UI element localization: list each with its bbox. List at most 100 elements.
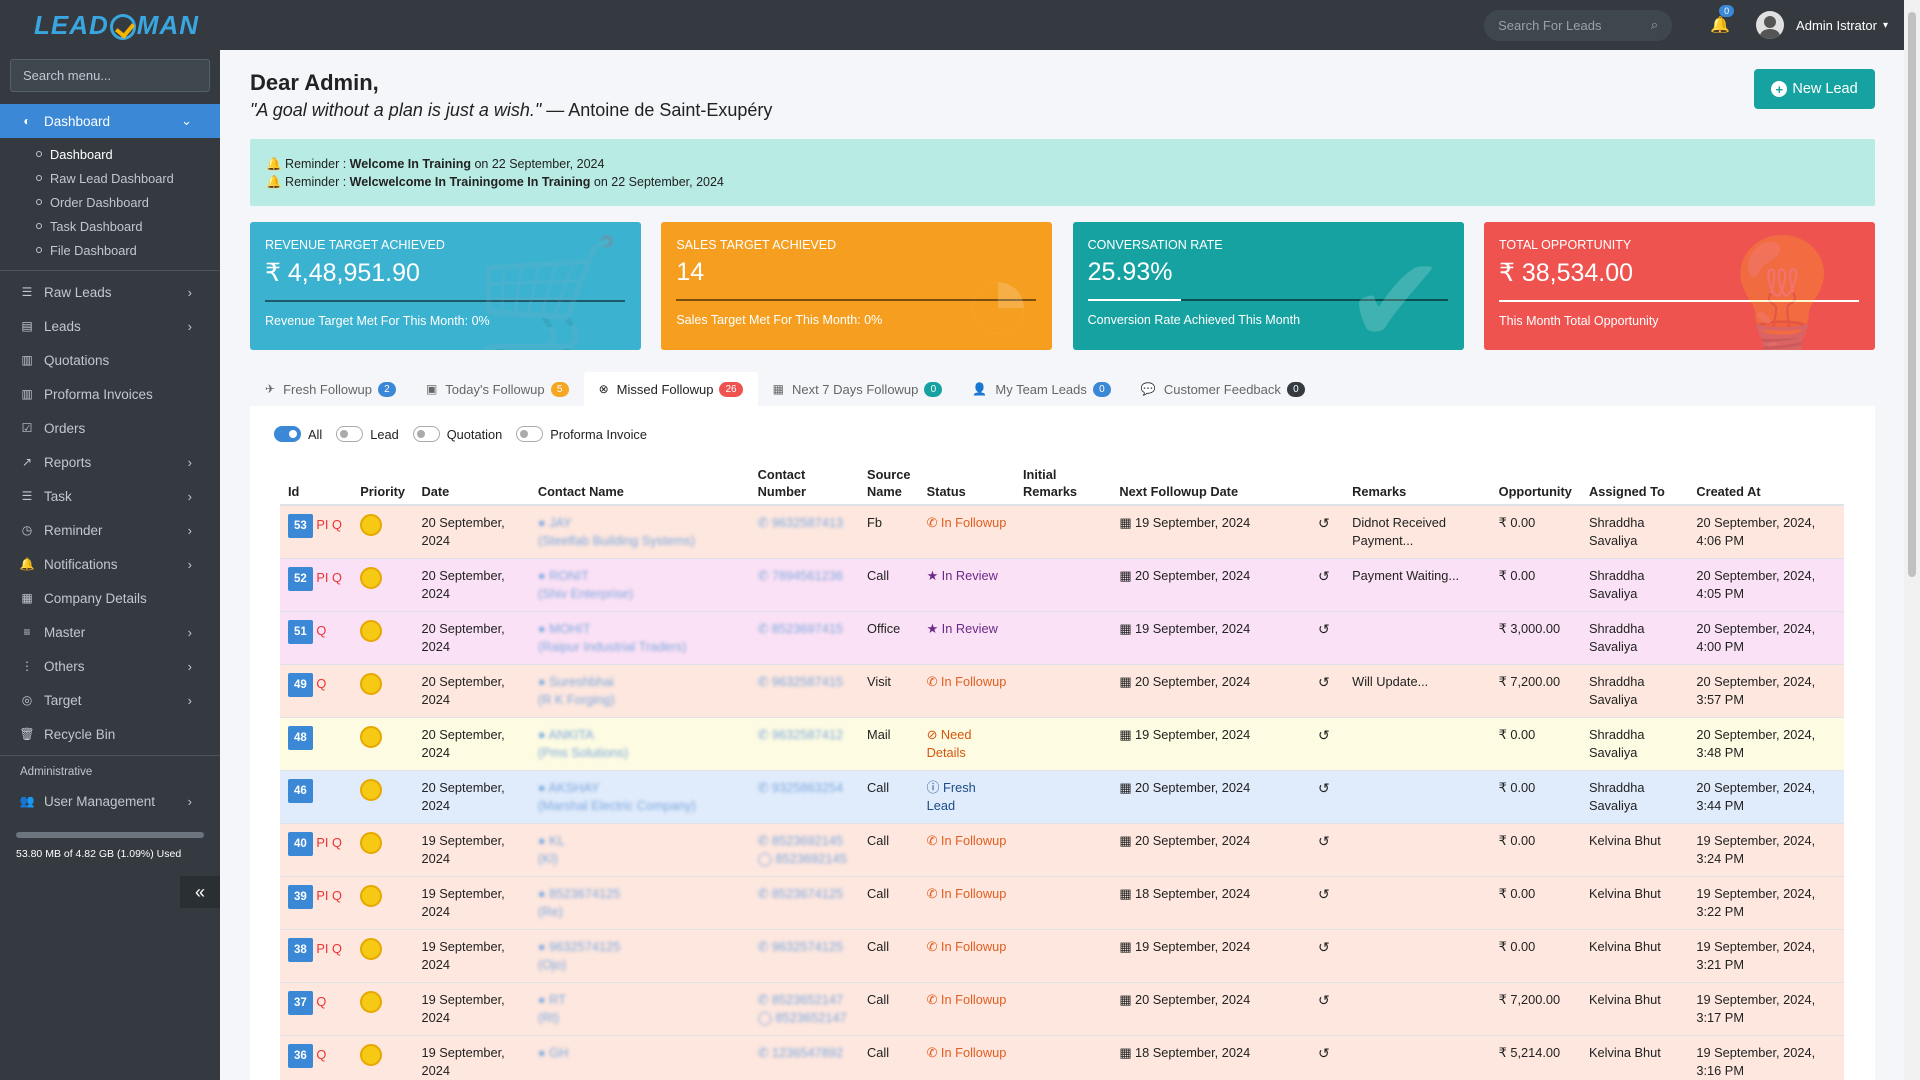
column-header[interactable]: Date — [413, 462, 530, 506]
history-icon[interactable]: ↺ — [1318, 939, 1330, 955]
contact-name[interactable]: ● JAY — [537, 515, 572, 530]
column-header[interactable]: Opportunity — [1490, 462, 1581, 506]
notifications-button[interactable]: 🔔 0 — [1710, 5, 1735, 35]
phone-number[interactable]: ✆ 9325863254 — [757, 780, 844, 795]
sidebar-item-company-details[interactable]: ▦ Company Details — [0, 581, 220, 615]
lead-id-badge[interactable]: 36 — [288, 1044, 313, 1068]
submenu-item[interactable]: Order Dashboard — [36, 190, 220, 214]
column-header[interactable]: Contact Name — [529, 462, 750, 506]
sidebar-item-others[interactable]: ⋮ Others › — [0, 649, 220, 683]
tab-fresh-followup[interactable]: ✈ Fresh Followup 2 — [250, 372, 411, 406]
table-row[interactable]: 51 Q 20 September, 2024 ● MOHIT (Raipur Ind… — [280, 611, 1844, 665]
new-lead-button[interactable]: + New Lead — [1754, 69, 1875, 109]
lead-id-badge[interactable]: 51 — [288, 620, 313, 644]
tab-customer-feedback[interactable]: 💬 Customer Feedback 0 — [1126, 372, 1320, 406]
table-row[interactable]: 49 Q 20 September, 2024 ● Sureshbhai (R K F… — [280, 664, 1844, 718]
history-icon[interactable]: ↺ — [1318, 727, 1330, 743]
contact-name[interactable]: ● 9632574125 — [537, 939, 621, 954]
table-row[interactable]: 39 PI Q 19 September, 2024 ● 8523674125 (Re… — [280, 876, 1844, 930]
app-logo[interactable]: LEAD MAN — [34, 9, 199, 40]
lead-search-input[interactable]: Search For Leads ⌕ — [1484, 9, 1673, 41]
submenu-item[interactable]: Dashboard — [36, 142, 220, 166]
lead-id-badge[interactable]: 49 — [288, 673, 313, 697]
reminder-title[interactable]: Welcome In Training — [349, 157, 471, 171]
column-header[interactable]: Status — [918, 462, 1015, 506]
tab-today-s-followup[interactable]: ▣ Today's Followup 5 — [411, 372, 584, 406]
lead-id-badge[interactable]: 40 — [288, 832, 313, 856]
table-row[interactable]: 46 20 September, 2024 ● AKSHAY (Marshal Ele… — [280, 770, 1844, 824]
table-row[interactable]: 52 PI Q 20 September, 2024 ● RONIT (Shiv En… — [280, 558, 1844, 612]
sidebar-item-reports[interactable]: ↗ Reports › — [0, 445, 220, 479]
contact-name[interactable]: ● MOHIT — [537, 621, 591, 636]
lead-id-badge[interactable]: 37 — [288, 991, 313, 1015]
lead-id-badge[interactable]: 38 — [288, 938, 313, 962]
history-icon[interactable]: ↺ — [1318, 780, 1330, 796]
submenu-item[interactable]: File Dashboard — [36, 238, 220, 262]
sidebar-item-master[interactable]: ≡ Master › — [0, 615, 220, 649]
history-icon[interactable]: ↺ — [1318, 992, 1330, 1008]
table-row[interactable]: 37 Q 19 September, 2024 ● RT (Rt) ✆ 85236521… — [280, 982, 1844, 1036]
whatsapp-number[interactable]: ◯ 8523652147 — [757, 1010, 847, 1025]
column-header[interactable]: Created At — [1688, 462, 1844, 506]
lead-id-badge[interactable]: 52 — [288, 567, 313, 591]
table-row[interactable]: 53 PI Q 20 September, 2024 ● JAY (Steelfab … — [280, 504, 1844, 559]
table-row[interactable]: 38 PI Q 19 September, 2024 ● 9632574125 (Oj… — [280, 929, 1844, 983]
tab-next-7-days-followup[interactable]: ▦ Next 7 Days Followup 0 — [758, 372, 958, 406]
history-icon[interactable]: ↺ — [1318, 621, 1330, 637]
sidebar-item-dashboard[interactable]: ◐ Dashboard ⌄ — [0, 104, 220, 138]
column-header[interactable]: Id — [280, 462, 353, 506]
tab-my-team-leads[interactable]: 👤 My Team Leads 0 — [957, 372, 1125, 406]
filter-toggle-all[interactable]: All — [274, 426, 322, 442]
contact-name[interactable]: ● AKSHAY — [537, 780, 600, 795]
table-row[interactable]: 40 PI Q 19 September, 2024 ● KL (Kl) ✆ 85236… — [280, 823, 1844, 877]
phone-number[interactable]: ✆ 9632587413 — [757, 515, 844, 530]
filter-toggle-lead[interactable]: Lead — [336, 426, 399, 442]
search-icon[interactable]: ⌕ — [1650, 17, 1659, 32]
history-icon[interactable]: ↺ — [1318, 886, 1330, 902]
table-row[interactable]: 48 20 September, 2024 ● ANKITA (Pms Solutio… — [280, 717, 1844, 771]
sidebar-item-recycle-bin[interactable]: 🗑 Recycle Bin — [0, 717, 220, 751]
phone-number[interactable]: ✆ 8523692145 — [757, 833, 844, 848]
sidebar-item-task[interactable]: ☰ Task › — [0, 479, 220, 513]
history-icon[interactable]: ↺ — [1318, 1045, 1330, 1061]
phone-number[interactable]: ✆ 8523674125 — [757, 886, 844, 901]
submenu-item[interactable]: Raw Lead Dashboard — [36, 166, 220, 190]
sidebar-item-proforma-invoices[interactable]: ▥ Proforma Invoices — [0, 377, 220, 411]
filter-toggle-proforma-invoice[interactable]: Proforma Invoice — [516, 426, 647, 442]
sidebar-item-user-management[interactable]: 👥 User Management › — [0, 784, 220, 818]
column-header[interactable]: Assigned To — [1580, 462, 1689, 506]
collapse-sidebar-button[interactable]: « — [180, 876, 220, 908]
column-header[interactable]: Source Name — [859, 462, 919, 506]
sidebar-item-target[interactable]: ◎ Target › — [0, 683, 220, 717]
contact-name[interactable]: ● GH — [537, 1045, 569, 1060]
contact-name[interactable]: ● Sureshbhai — [537, 674, 614, 689]
history-icon[interactable]: ↺ — [1318, 833, 1330, 849]
sidebar-item-notifications[interactable]: 🔔 Notifications › — [0, 547, 220, 581]
tab-missed-followup[interactable]: ⊗ Missed Followup 26 — [583, 372, 758, 406]
phone-number[interactable]: ✆ 8523697415 — [757, 621, 844, 636]
sidebar-item-raw-leads[interactable]: ☰ Raw Leads › — [0, 275, 220, 309]
sidebar-item-reminder[interactable]: ◷ Reminder › — [0, 513, 220, 547]
sidebar-item-quotations[interactable]: ▥ Quotations — [0, 343, 220, 377]
toggle-switch[interactable] — [336, 426, 364, 442]
contact-name[interactable]: ● 8523674125 — [537, 886, 621, 901]
lead-id-badge[interactable]: 48 — [288, 726, 313, 750]
sidebar-search-input[interactable]: Search menu... — [10, 59, 210, 92]
filter-toggle-quotation[interactable]: Quotation — [412, 426, 502, 442]
history-icon[interactable]: ↺ — [1318, 674, 1330, 690]
contact-name[interactable]: ● ANKITA — [537, 727, 594, 742]
reminder-title[interactable]: Welcwelcome In Trainingome In Training — [349, 175, 591, 189]
column-header[interactable]: Contact Number — [749, 462, 860, 506]
contact-name[interactable]: ● RT — [537, 992, 566, 1007]
column-header[interactable]: Remarks — [1344, 462, 1491, 506]
contact-name[interactable]: ● KL — [537, 833, 565, 848]
whatsapp-number[interactable]: ◯ 8523692145 — [757, 851, 847, 866]
scrollbar-thumb[interactable] — [1908, 12, 1916, 577]
toggle-switch[interactable] — [412, 426, 440, 442]
history-icon[interactable]: ↺ — [1318, 568, 1330, 584]
submenu-item[interactable]: Task Dashboard — [36, 214, 220, 238]
sidebar-item-leads[interactable]: ▤ Leads › — [0, 309, 220, 343]
toggle-switch[interactable] — [516, 426, 544, 442]
lead-id-badge[interactable]: 53 — [288, 514, 313, 538]
phone-number[interactable]: ✆ 1236547892 — [757, 1045, 844, 1060]
